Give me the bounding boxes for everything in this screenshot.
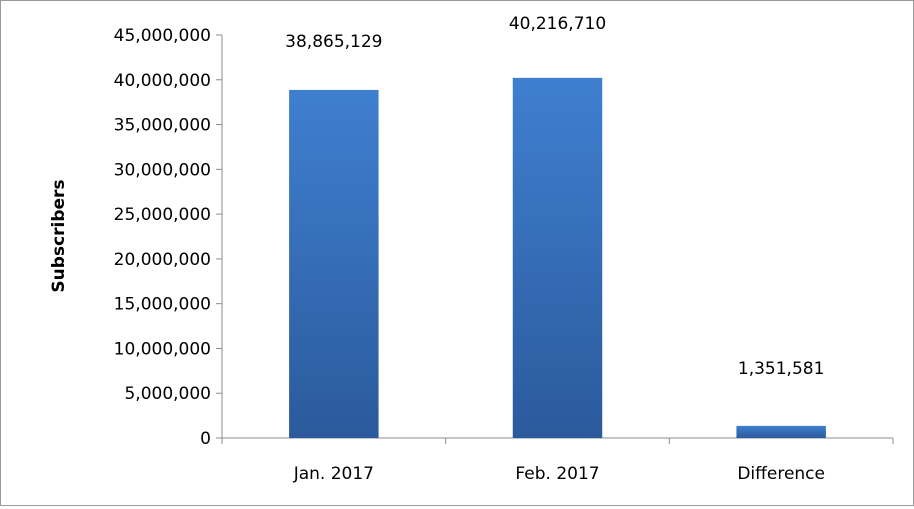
data-labels: 38,865,129 40,216,710 1,351,581 [285, 14, 824, 379]
y-tick-label: 40,000,000 [114, 71, 211, 91]
bar [289, 89, 379, 439]
bars [289, 77, 826, 439]
y-tick-label: 0 [200, 429, 211, 449]
bar [736, 425, 826, 438]
y-tick-label: 45,000,000 [114, 26, 211, 46]
y-tick-label: 10,000,000 [114, 339, 211, 359]
x-tick-label: Jan. 2017 [293, 464, 374, 484]
y-tick-label: 30,000,000 [114, 160, 211, 180]
y-tick-label: 15,000,000 [114, 295, 211, 315]
data-label: 40,216,710 [509, 14, 606, 34]
y-tick-label: 20,000,000 [114, 250, 211, 270]
x-tick-label: Difference [737, 464, 825, 484]
data-label: 38,865,129 [285, 32, 382, 52]
y-axis: 0 5,000,000 10,000,000 15,000,000 20,000,000… [114, 26, 223, 449]
y-tick-label: 25,000,000 [114, 205, 211, 225]
x-axis: Jan. 2017 Feb. 2017 Difference [221, 437, 894, 484]
data-label: 1,351,581 [738, 359, 825, 379]
y-tick-label: 35,000,000 [114, 116, 211, 136]
y-tick-label: 5,000,000 [124, 384, 211, 404]
x-tick-label: Feb. 2017 [515, 464, 599, 484]
y-axis-title: Subscribers [49, 179, 69, 292]
bar [512, 77, 603, 438]
